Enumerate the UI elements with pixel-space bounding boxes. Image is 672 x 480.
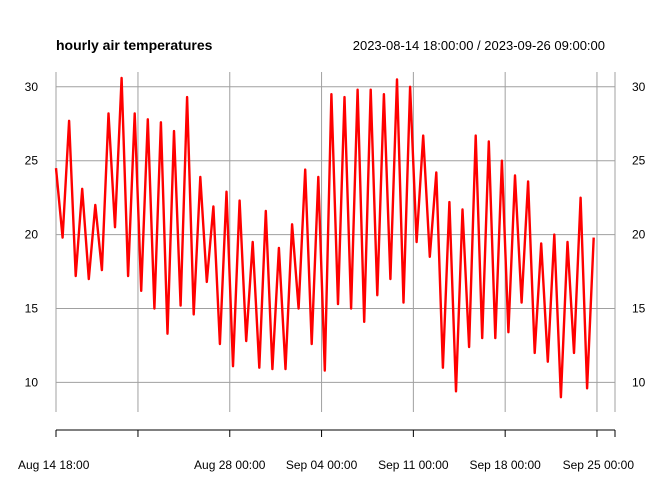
- y-tick-label-left: 25: [25, 154, 39, 168]
- grid-lines: [55, 72, 616, 412]
- y-tick-label-left: 15: [25, 302, 39, 316]
- chart-title: hourly air temperatures: [56, 37, 213, 53]
- y-axis-left-labels: 10 15 20 25 30: [25, 80, 39, 390]
- y-axis-right-labels: 10 15 20 25 30: [632, 80, 646, 390]
- x-tick-label: Aug 28 00:00: [194, 458, 266, 472]
- x-tick-label: Aug 14 18:00: [18, 458, 90, 472]
- y-tick-label-right: 15: [632, 302, 646, 316]
- y-tick-label-left: 20: [25, 228, 39, 242]
- series-layer: [54, 76, 595, 399]
- y-tick-label-right: 10: [632, 375, 646, 389]
- y-tick-label-right: 20: [632, 228, 646, 242]
- x-tick-label: Sep 25 00:00: [563, 458, 635, 472]
- chart-date-range: 2023-08-14 18:00:00 / 2023-09-26 09:00:0…: [353, 38, 605, 53]
- y-tick-label-left: 30: [25, 80, 39, 94]
- y-tick-label-right: 30: [632, 80, 646, 94]
- y-tick-label-left: 10: [25, 375, 39, 389]
- y-tick-label-right: 25: [632, 154, 646, 168]
- temperature-series-line: [54, 76, 595, 399]
- x-tick-label: Sep 18 00:00: [469, 458, 541, 472]
- x-tick-label: Sep 11 00:00: [378, 458, 449, 472]
- x-axis: Aug 14 18:00 Aug 28 00:00 Sep 04 00:00 Sep …: [18, 429, 635, 472]
- x-tick-label: Sep 04 00:00: [286, 458, 358, 472]
